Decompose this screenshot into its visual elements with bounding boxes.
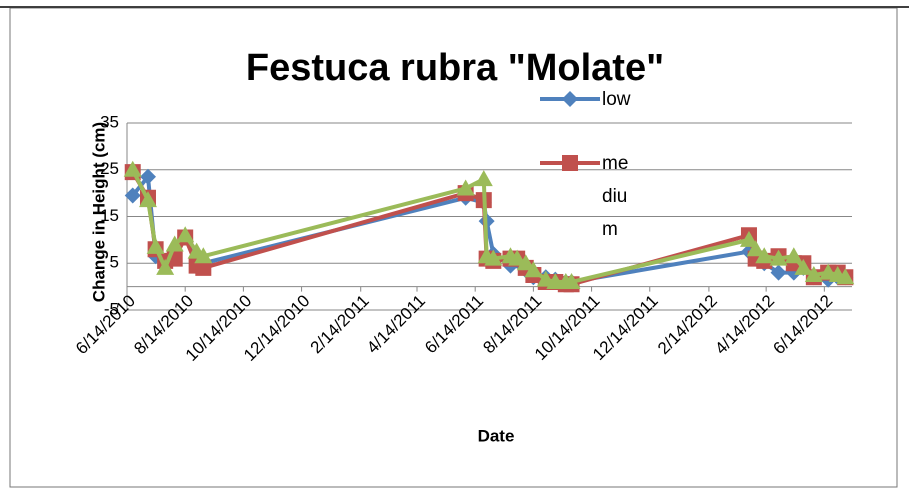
- marker: [456, 179, 475, 196]
- marker: [165, 235, 184, 252]
- marker: [176, 226, 195, 243]
- marker: [524, 261, 543, 278]
- marker: [138, 191, 157, 208]
- legend-label: medium: [602, 153, 629, 240]
- marker: [156, 258, 175, 275]
- marker: [769, 249, 788, 266]
- marker: [836, 268, 855, 285]
- marker: [123, 160, 142, 177]
- y-tick-label: 35: [100, 112, 119, 131]
- marker: [784, 247, 803, 264]
- legend-label: low: [602, 89, 631, 110]
- x-axis-label: Date: [478, 426, 515, 445]
- y-tick-label: 15: [100, 206, 119, 225]
- marker: [139, 168, 156, 185]
- marker: [746, 240, 765, 257]
- marker: [562, 91, 578, 107]
- marker: [195, 259, 212, 276]
- marker: [146, 237, 165, 254]
- marker: [562, 155, 578, 171]
- marker: [194, 247, 213, 264]
- marker: [755, 247, 774, 264]
- marker: [562, 272, 581, 289]
- chart-title: Festuca rubra "Molate": [246, 47, 664, 89]
- y-tick-label: 25: [100, 159, 119, 178]
- marker: [804, 265, 823, 282]
- marker: [516, 254, 535, 271]
- y-tick-label: 5: [110, 253, 119, 272]
- marker: [794, 258, 813, 275]
- marker: [484, 249, 503, 266]
- y-tick-label: -5: [104, 299, 119, 318]
- y-axis-label: Change in Height (cm): [89, 122, 108, 302]
- marker: [770, 264, 787, 281]
- marker: [474, 170, 493, 187]
- marker: [124, 187, 141, 204]
- marker: [739, 230, 758, 247]
